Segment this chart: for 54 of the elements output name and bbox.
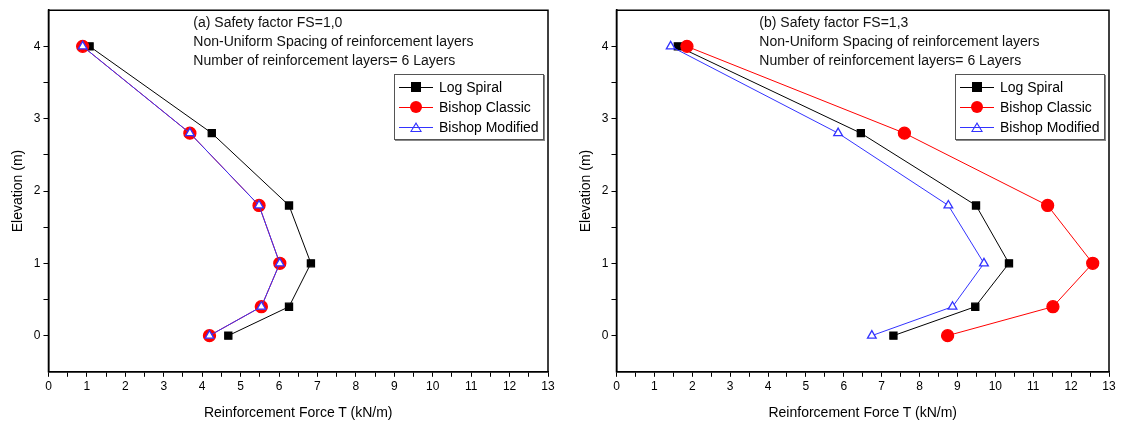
legend-label: Bishop Modified <box>1000 118 1100 137</box>
x-tick-label: 9 <box>390 379 398 394</box>
legend-label: Bishop Classic <box>439 98 531 117</box>
x-tick-label: 10 <box>988 379 1003 394</box>
x-axis-title: Reinforcement Force T (kN/m) <box>203 404 393 421</box>
y-tick-label: 3 <box>33 110 41 125</box>
x-tick-label: 4 <box>198 379 206 394</box>
annotation: Number of reinforcement layers= 6 Layers <box>759 51 1023 71</box>
x-tick-label: 2 <box>688 379 696 394</box>
legend-label: Bishop Modified <box>439 118 539 137</box>
x-tick-label: 6 <box>275 379 283 394</box>
x-tick-label: 3 <box>160 379 168 394</box>
annotation: Number of reinforcement layers= 6 Layers <box>193 51 457 71</box>
x-tick-label: 1 <box>83 379 91 394</box>
annotation: Non-Uniform Spacing of reinforcement layers <box>193 32 474 52</box>
y-tick-label: 0 <box>601 327 609 342</box>
y-axis-title: Elevation (m) <box>9 149 26 233</box>
x-tick-label: 5 <box>802 379 810 394</box>
y-tick-label: 4 <box>601 38 609 53</box>
y-tick-label: 4 <box>33 38 41 53</box>
annotation: (b) Safety factor FS=1,3 <box>759 13 910 33</box>
x-tick-label: 12 <box>1064 379 1079 394</box>
x-tick-label: 6 <box>840 379 848 394</box>
x-tick-label: 13 <box>541 379 555 394</box>
x-axis-title: Reinforcement Force T (kN/m) <box>768 404 957 421</box>
legend-label: Bishop Classic <box>1000 98 1092 117</box>
y-tick-label: 3 <box>601 110 609 125</box>
y-tick-label: 1 <box>33 255 41 270</box>
y-tick-label: 2 <box>33 183 41 198</box>
x-tick-label: 1 <box>651 379 659 394</box>
x-tick-label: 0 <box>45 379 53 394</box>
x-tick-label: 11 <box>464 379 478 394</box>
x-tick-label: 7 <box>878 379 886 394</box>
x-tick-label: 5 <box>237 379 245 394</box>
x-tick-label: 7 <box>314 379 322 394</box>
y-tick-label: 0 <box>33 327 41 342</box>
x-tick-label: 2 <box>121 379 129 394</box>
x-tick-label: 10 <box>426 379 440 394</box>
x-tick-label: 9 <box>954 379 962 394</box>
x-tick-label: 0 <box>613 379 621 394</box>
x-tick-label: 4 <box>764 379 772 394</box>
x-tick-label: 8 <box>352 379 360 394</box>
x-tick-label: 13 <box>1102 379 1116 394</box>
legend-label: Log Spiral <box>1000 78 1064 97</box>
annotation: (a) Safety factor FS=1,0 <box>193 13 344 33</box>
x-tick-label: 3 <box>726 379 734 394</box>
x-tick-label: 11 <box>1026 379 1040 394</box>
x-tick-label: 12 <box>502 379 517 394</box>
x-tick-label: 8 <box>916 379 924 394</box>
annotation: Non-Uniform Spacing of reinforcement layers <box>759 32 1040 52</box>
legend-label: Log Spiral <box>439 78 503 97</box>
y-tick-label: 1 <box>601 255 609 270</box>
y-axis-title: Elevation (m) <box>577 149 594 233</box>
y-tick-label: 2 <box>601 183 609 198</box>
